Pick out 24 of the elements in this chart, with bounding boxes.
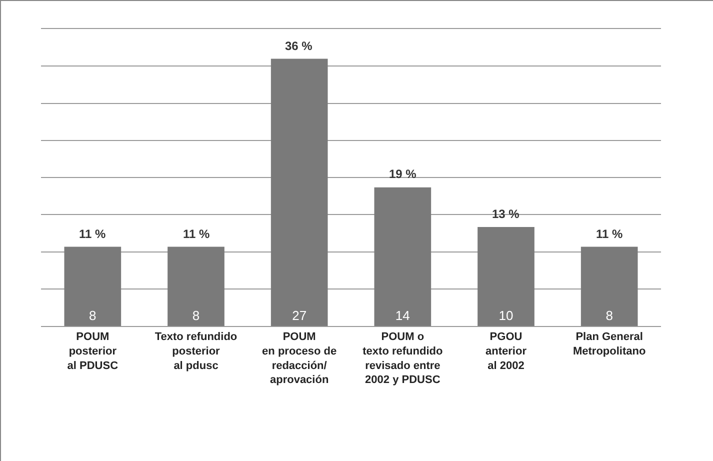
annotation: 11 % (79, 227, 106, 241)
annotation: 11 % (596, 227, 624, 241)
x-tick-label: POUM o texto refundido revisado entre 2002 y PDUSC (362, 331, 443, 386)
bar (168, 246, 224, 326)
data-label: 8 (192, 308, 200, 323)
annotation: 36 % (285, 39, 313, 53)
bar (478, 227, 534, 326)
annotation: 19 % (389, 167, 417, 181)
data-label: 8 (606, 308, 613, 323)
x-tick-label: Texto refundido posterior al pdusc (154, 331, 238, 372)
annotation: 13 % (492, 207, 520, 221)
bar (270, 58, 328, 326)
annotation: 11 % (183, 227, 210, 241)
x-tick-label: POUM posterior al PDUSC (67, 331, 118, 372)
data-label: 10 (498, 308, 514, 323)
data-label: 8 (89, 308, 96, 323)
bar (64, 246, 122, 326)
x-tick-label: PGOU anterior al 2002 (486, 331, 528, 372)
x-tick-label: POUM en proceso de redacción/ aprovación (262, 331, 337, 386)
bar (580, 246, 638, 326)
data-label: 27 (292, 308, 307, 323)
x-tick-label: Plan General Metropolitano (572, 331, 646, 358)
data-label: 14 (395, 308, 410, 323)
bar (374, 187, 432, 326)
